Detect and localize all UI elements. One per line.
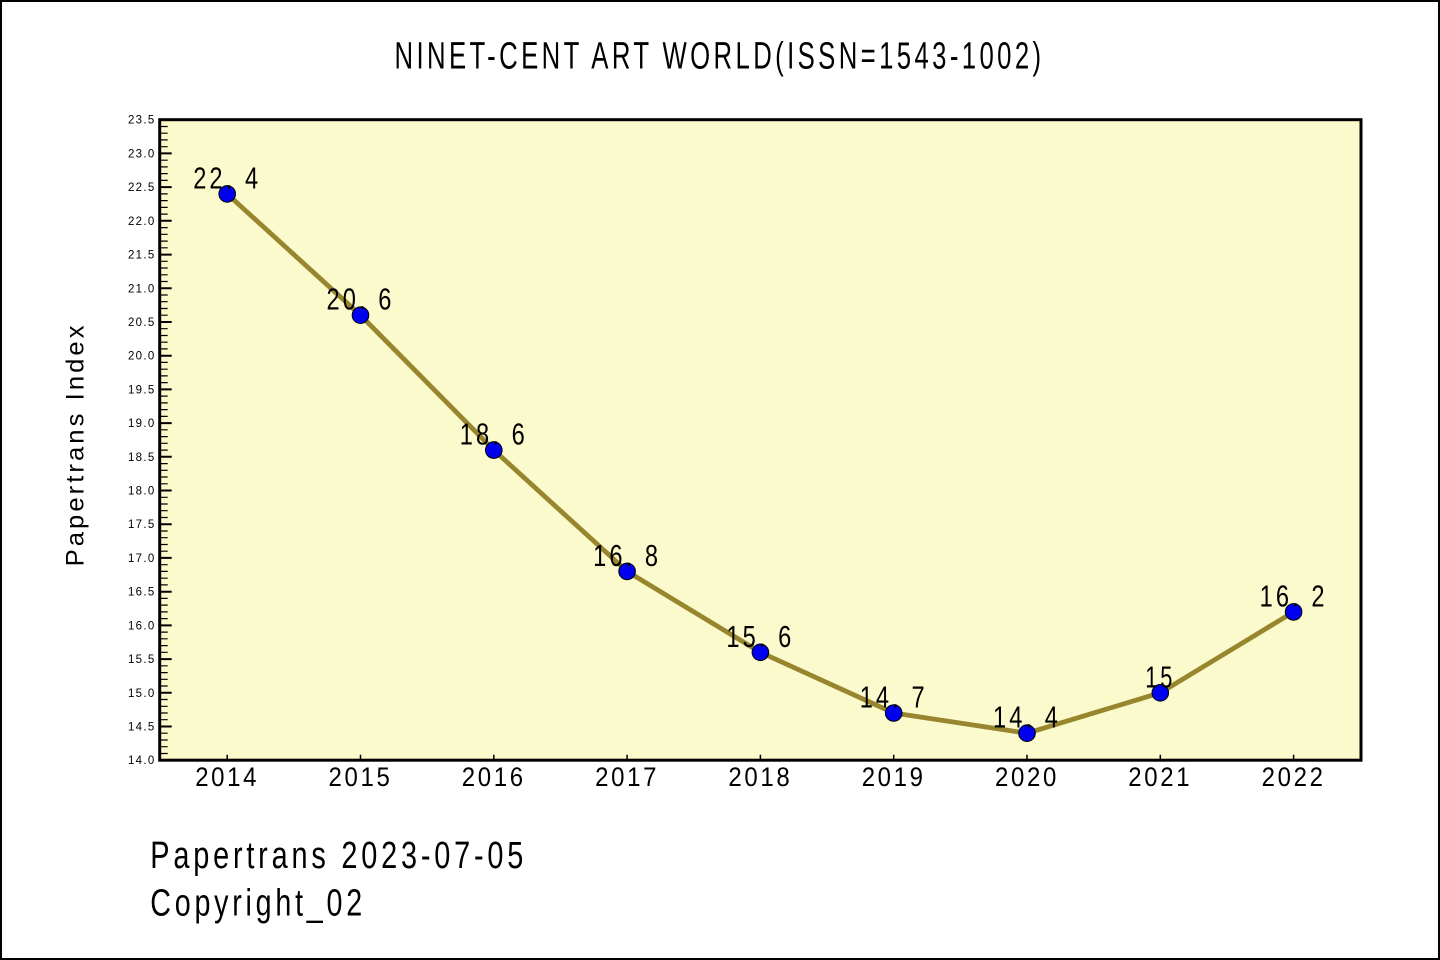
svg-text:2016: 2016: [462, 762, 526, 792]
svg-text:14. 4: 14. 4: [993, 701, 1061, 735]
svg-text:18. 6: 18. 6: [460, 418, 528, 452]
svg-text:22.5: 22.5: [128, 182, 156, 194]
svg-text:2017: 2017: [595, 762, 659, 792]
svg-text:23.0: 23.0: [128, 148, 156, 160]
svg-text:2015: 2015: [329, 762, 393, 792]
svg-text:2021: 2021: [1128, 762, 1192, 792]
svg-text:14. 7: 14. 7: [860, 681, 928, 715]
svg-text:21.5: 21.5: [128, 250, 156, 262]
svg-text:Papertrans Index: Papertrans Index: [62, 322, 90, 566]
svg-text:18.5: 18.5: [128, 452, 156, 464]
svg-text:Papertrans 2023-07-05: Papertrans 2023-07-05: [150, 835, 527, 877]
svg-text:14.0: 14.0: [128, 755, 156, 767]
svg-text:15. 6: 15. 6: [726, 620, 794, 654]
svg-text:2019: 2019: [862, 762, 926, 792]
svg-text:23.5: 23.5: [128, 115, 156, 127]
svg-text:16. 2: 16. 2: [1260, 579, 1328, 613]
svg-text:21.0: 21.0: [128, 283, 156, 295]
svg-text:2014: 2014: [195, 762, 259, 792]
svg-text:2020: 2020: [995, 762, 1059, 792]
svg-text:16.0: 16.0: [128, 620, 156, 632]
svg-text:15: 15: [1145, 660, 1175, 694]
svg-text:18.0: 18.0: [128, 486, 156, 498]
svg-text:20.0: 20.0: [128, 351, 156, 363]
svg-text:Copyright_02: Copyright_02: [150, 883, 366, 925]
svg-text:NINET-CENT ART WORLD(ISSN=1543: NINET-CENT ART WORLD(ISSN=1543-1002): [395, 35, 1045, 77]
svg-text:15.0: 15.0: [128, 688, 156, 700]
svg-text:19.5: 19.5: [128, 384, 156, 396]
svg-text:20.5: 20.5: [128, 317, 156, 329]
svg-text:15.5: 15.5: [128, 654, 156, 666]
svg-text:22. 4: 22. 4: [193, 161, 261, 195]
svg-text:2022: 2022: [1262, 762, 1326, 792]
svg-text:2018: 2018: [728, 762, 792, 792]
svg-text:19.0: 19.0: [128, 418, 156, 430]
svg-text:22.0: 22.0: [128, 216, 156, 228]
svg-text:16.5: 16.5: [128, 587, 156, 599]
svg-text:20. 6: 20. 6: [327, 283, 395, 317]
svg-text:14.5: 14.5: [128, 722, 156, 734]
svg-text:16. 8: 16. 8: [593, 539, 661, 573]
svg-text:17.5: 17.5: [128, 519, 156, 531]
svg-text:17.0: 17.0: [128, 553, 156, 565]
